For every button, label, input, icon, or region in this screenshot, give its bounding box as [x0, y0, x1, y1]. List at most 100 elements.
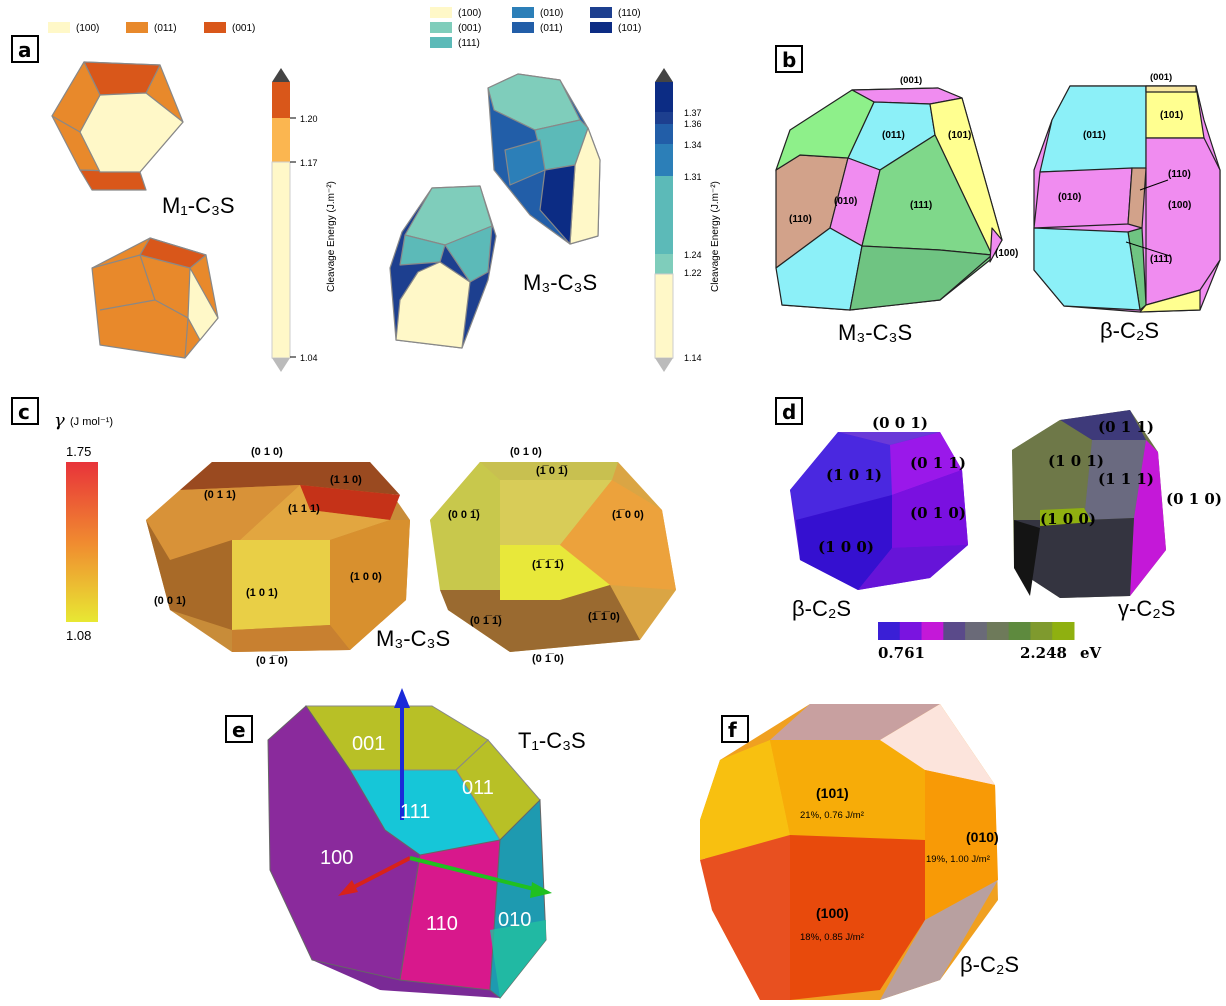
b-c2s-face-label: (001) [1150, 72, 1172, 83]
m3-legend-swatch [430, 7, 452, 18]
panel-a: a (100) (011) (001) M₁-C₃S [11, 7, 721, 372]
d-cbar-segment [921, 622, 944, 640]
panel-c-tag: c [18, 400, 30, 424]
b-c2s-label: β-C₂S [1100, 318, 1159, 343]
e-axis-a [347, 856, 411, 892]
cbar2-tick: 1.31 [684, 172, 702, 182]
c-right-face-label: (1̅ 1̅ 1̅) [532, 559, 564, 571]
f-face-info-100: 18%, 0.85 J/m² [800, 932, 864, 943]
cbar1-bottom-arrow [272, 358, 290, 372]
c-right-face-label: (0 1̅ 0) [532, 653, 564, 665]
cbar1-tick: 1.04 [300, 353, 318, 363]
m3-legend-swatch [590, 22, 612, 33]
d-beta-face-label: (0 1 0) [910, 504, 966, 522]
colorbar-2: 1.37 1.36 1.34 1.31 1.24 1.22 1.14 Cleav… [654, 68, 721, 372]
b-m3-face-label: (111) [910, 200, 932, 211]
c-gamma-symbol: γ [54, 410, 65, 431]
b-m3-face-label: (010) [834, 196, 857, 207]
m3-crystal-lower [389, 185, 497, 349]
m3-legend-label: (111) [458, 38, 480, 49]
c-left-crystal [146, 462, 410, 652]
d-cbar-segment [1052, 622, 1075, 640]
m3-legend-label: (010) [540, 8, 563, 19]
b-c2s-face-label: (100) [1168, 200, 1191, 211]
m1-legend-label: (011) [154, 23, 177, 34]
c-right-face-label: (0 0 1̅) [448, 509, 480, 521]
c-gamma-unit: (J mol⁻¹) [70, 416, 113, 428]
c-label: M₃-C₃S [376, 626, 450, 651]
d-cbar-segment [943, 622, 966, 640]
b-m3-face-label: (001) [900, 75, 922, 86]
c-right-face-label: (0 1̅ 1̅) [470, 615, 502, 627]
d-gamma-face-label: (0 1 0) [1166, 490, 1222, 508]
panel-b: b (001) (011) (101) (110) (010) (111) (1… [775, 45, 1221, 345]
d-cbar-unit: eV [1080, 644, 1102, 662]
cbar2-tick: 1.34 [684, 140, 702, 150]
c-colorscale [66, 462, 98, 622]
d-beta-face-label: (0 0 1) [872, 414, 928, 432]
b-c2s-face-label: (010) [1058, 192, 1081, 203]
cbar1-tick: 1.17 [300, 158, 318, 168]
d-cbar-segment [878, 622, 901, 640]
c-left-face-label: (1 0 1) [246, 587, 278, 599]
f-face-info-101: 21%, 0.76 J/m² [800, 810, 864, 821]
d-cbar-max: 2.248 [1020, 644, 1067, 662]
panel-d-tag: d [782, 400, 796, 424]
m3-legend-label: (001) [458, 23, 481, 34]
b-m3-face-label: (110) [789, 214, 812, 225]
d-cbar-segment [965, 622, 988, 640]
panel-d: d (0 0 1) (1 0 1) (0 1 1) (0 1 0) (1 0 0… [775, 397, 1222, 662]
e-label: T₁-C₃S [518, 728, 586, 753]
cbar2-top-arrow [655, 68, 673, 82]
d-energy-colorbar [878, 622, 1075, 640]
d-cbar-min: 0.761 [878, 644, 925, 662]
cbar2-tick: 1.37 [684, 108, 702, 118]
d-cbar-segment [1008, 622, 1031, 640]
m1-legend-swatch [48, 22, 70, 33]
e-axis-b [409, 856, 539, 892]
panel-e: e 001 011 111 100 110 010 T₁-C₃S [225, 688, 586, 999]
m1-label: M₁-C₃S [162, 193, 235, 218]
d-beta-label: β-C₂S [792, 596, 851, 621]
panel-f: f (101) 21%, 0.76 J/m² (010) 19%, 1.00 J… [700, 704, 1019, 1000]
d-cbar-segment [986, 622, 1010, 640]
m3-label-a: M₃-C₃S [523, 270, 597, 295]
d-gamma-face-label: (1 1 1) [1098, 470, 1154, 488]
c-left-face-label: (0 0 1) [154, 595, 186, 607]
c-scale-max: 1.75 [66, 444, 91, 459]
d-beta-face-label: (1 0 0) [818, 538, 874, 556]
c-right-face-label: (1̅ 1̅ 0) [588, 611, 620, 623]
b-arrow-110 [1139, 179, 1169, 191]
e-face-label: 110 [426, 913, 458, 935]
e-axis-c-head [394, 688, 410, 708]
panel-b-tag: b [782, 48, 796, 72]
d-beta-face-label: (0 1 1) [910, 454, 966, 472]
f-face-label-100: (100) [816, 905, 849, 921]
e-face-label: 010 [498, 909, 531, 931]
c-right-crystal [430, 462, 676, 652]
m3-legend-label: (011) [540, 23, 563, 34]
b-c2s-face-label: (110) [1168, 169, 1191, 180]
d-cbar-segment [1030, 622, 1053, 640]
m3-legend-swatch [430, 37, 452, 48]
m3-legend-swatch [512, 7, 534, 18]
d-beta-face-label: (1 0 1) [826, 466, 882, 484]
cbar2-title: Cleavage Energy (J.m⁻²) [710, 181, 721, 292]
m3-legend: (100) (010) (110) (001) (011) (101) (111… [430, 7, 641, 49]
cbar2-bottom-arrow [655, 358, 673, 372]
cbar2-tick: 1.24 [684, 250, 702, 260]
m1-legend: (100) (011) (001) [48, 22, 255, 34]
d-beta-crystal [790, 432, 968, 590]
panel-a-tag: a [18, 38, 32, 62]
b-m3-face-label: (101) [948, 130, 971, 141]
m3-legend-swatch [590, 7, 612, 18]
e-crystal [267, 705, 547, 999]
d-gamma-crystal [1012, 410, 1166, 598]
m1-legend-swatch [126, 22, 148, 33]
c-left-face-label: (1 1 1) [288, 503, 320, 515]
c-left-face-label: (0 1 1) [204, 489, 236, 501]
m1-crystal-bottom [91, 237, 219, 359]
m1-crystal-top [51, 61, 184, 191]
f-face-label-010: (010) [966, 829, 999, 845]
cbar1-title: Cleavage Energy (J.m⁻²) [326, 181, 337, 292]
